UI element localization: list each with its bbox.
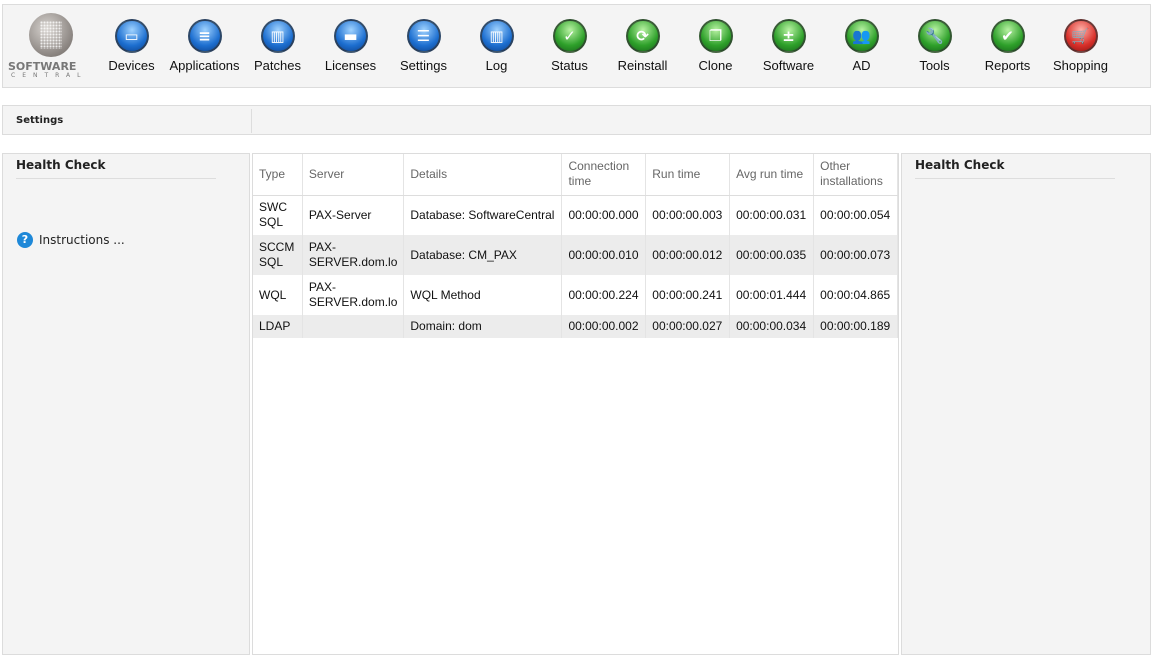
toolbar-button-tools[interactable]: 🔧 Tools	[898, 5, 971, 89]
clipboard-check-icon: ✔	[990, 19, 1025, 53]
table-cell: SCCM SQL	[253, 235, 303, 275]
main-toolbar: SOFTWARE CENTRAL ▭ Devices ≡ Applications ▥ P…	[2, 4, 1151, 88]
cart-icon: 🛒	[1063, 19, 1098, 53]
toolbar-button-settings[interactable]: ☰ Settings	[387, 5, 460, 89]
toolbar-button-label: Licenses	[324, 58, 377, 73]
left-panel: Health Check ? Instructions ...	[2, 153, 250, 655]
toolbar-button-reinstall[interactable]: ⟳ Reinstall	[606, 5, 679, 89]
table-cell: 00:00:00.241	[645, 275, 731, 315]
column-header[interactable]: Details	[403, 154, 563, 196]
toolbar-button-label: AD	[852, 58, 871, 73]
refresh-icon: ⟳	[625, 19, 660, 53]
toolbar-button-label: Shopping	[1053, 58, 1108, 73]
health-check-table-panel: Type Server Details Connection time Run time…	[252, 153, 899, 655]
column-header[interactable]: Run time	[645, 154, 731, 196]
table-row[interactable]: LDAP Domain: dom 00:00:00.002 00:00:00.027 0…	[253, 315, 898, 338]
table-header-row: Type Server Details Connection time Run time…	[253, 154, 898, 196]
table-cell: Database: CM_PAX	[403, 235, 563, 275]
folder-icon: ▬	[333, 19, 368, 53]
logo-subtext: CENTRAL	[11, 72, 88, 79]
table-cell: 00:00:00.224	[561, 275, 647, 315]
table-cell: 00:00:00.034	[729, 315, 815, 338]
table-cell: 00:00:00.002	[561, 315, 647, 338]
right-panel: Health Check	[901, 153, 1151, 655]
table-cell: 00:00:04.865	[813, 275, 898, 315]
logo-text: SOFTWARE	[8, 60, 77, 73]
toolbar-button-label: Applications	[169, 58, 240, 73]
table-cell: SWC SQL	[253, 195, 303, 235]
table-row[interactable]: SCCM SQL PAX-SERVER.dom.lo Database: CM_PA…	[253, 235, 898, 275]
left-panel-title: Health Check	[16, 158, 216, 179]
column-header[interactable]: Other installations	[813, 154, 898, 196]
stack-icon: ≡	[187, 19, 222, 53]
toolbar-button-software[interactable]: ± Software	[752, 5, 825, 89]
toolbar-button-shopping[interactable]: 🛒 Shopping	[1044, 5, 1117, 89]
breadcrumb-bar: Settings	[2, 105, 1151, 135]
toolbar-button-label: Reinstall	[617, 58, 668, 73]
table-cell: 00:00:00.054	[813, 195, 898, 235]
check-icon: ✓	[552, 19, 587, 53]
toolbar-button-patches[interactable]: ▥ Patches	[241, 5, 314, 89]
table-row[interactable]: WQL PAX-SERVER.dom.lo WQL Method 00:00:00.2…	[253, 275, 898, 315]
help-icon: ?	[17, 232, 33, 248]
table-cell: WQL Method	[403, 275, 563, 315]
users-icon: 👥	[844, 19, 879, 53]
breadcrumb[interactable]: Settings	[16, 115, 64, 126]
toolbar-button-label: Status	[551, 58, 588, 73]
column-header[interactable]: Server	[302, 154, 405, 196]
table-cell: Database: SoftwareCentral	[403, 195, 563, 235]
table-cell: 00:00:00.010	[561, 235, 647, 275]
divider	[251, 109, 252, 133]
toolbar-button-label: Software	[762, 58, 815, 73]
table-cell: 00:00:00.189	[813, 315, 898, 338]
book-icon: ▥	[479, 19, 514, 53]
toolbar-button-clone[interactable]: ❐ Clone	[679, 5, 752, 89]
instructions-link[interactable]: ? Instructions ...	[17, 232, 125, 248]
table-cell: 00:00:01.444	[729, 275, 815, 315]
table-row[interactable]: SWC SQL PAX-Server Database: SoftwareCentr…	[253, 195, 898, 235]
software-central-logo: SOFTWARE CENTRAL	[3, 5, 95, 89]
logo-emblem	[29, 13, 73, 57]
table-cell: Domain: dom	[403, 315, 563, 338]
column-header[interactable]: Type	[253, 154, 303, 196]
column-header[interactable]: Connection time	[561, 154, 647, 196]
table-cell: 00:00:00.035	[729, 235, 815, 275]
wrench-icon: 🔧	[917, 19, 952, 53]
table-cell: 00:00:00.012	[645, 235, 731, 275]
table-cell: 00:00:00.000	[561, 195, 647, 235]
toolbar-button-licenses[interactable]: ▬ Licenses	[314, 5, 387, 89]
right-panel-title: Health Check	[915, 158, 1115, 179]
table-cell: 00:00:00.031	[729, 195, 815, 235]
table-cell: LDAP	[253, 315, 303, 338]
monitor-icon: ▭	[114, 19, 149, 53]
health-check-table: Type Server Details Connection time Run time…	[253, 154, 898, 338]
table-cell	[302, 315, 405, 338]
toolbar-button-status[interactable]: ✓ Status	[533, 5, 606, 89]
table-cell: 00:00:00.003	[645, 195, 731, 235]
toolbar-button-label: Tools	[919, 58, 950, 73]
toolbar-button-label: Settings	[400, 58, 447, 73]
copy-icon: ❐	[698, 19, 733, 53]
toolbar-button-log[interactable]: ▥ Log	[460, 5, 533, 89]
toolbar-button-devices[interactable]: ▭ Devices	[95, 5, 168, 89]
instructions-label: Instructions ...	[39, 233, 125, 247]
list-icon: ☰	[406, 19, 441, 53]
toolbar-button-label: Devices	[108, 58, 155, 73]
toolbar-button-label: Clone	[698, 58, 733, 73]
toolbar-button-reports[interactable]: ✔ Reports	[971, 5, 1044, 89]
book-icon: ▥	[260, 19, 295, 53]
table-cell: PAX-Server	[302, 195, 405, 235]
toolbar-button-label: Log	[485, 58, 508, 73]
toolbar-button-ad[interactable]: 👥 AD	[825, 5, 898, 89]
toolbar-button-applications[interactable]: ≡ Applications	[168, 5, 241, 89]
toolbar-button-label: Patches	[254, 58, 301, 73]
column-header[interactable]: Avg run time	[729, 154, 815, 196]
table-cell: WQL	[253, 275, 303, 315]
toolbar-button-label: Reports	[984, 58, 1031, 73]
table-cell: 00:00:00.027	[645, 315, 731, 338]
table-cell: 00:00:00.073	[813, 235, 898, 275]
plus-minus-icon: ±	[771, 19, 806, 53]
table-cell: PAX-SERVER.dom.lo	[302, 235, 405, 275]
table-cell: PAX-SERVER.dom.lo	[302, 275, 405, 315]
